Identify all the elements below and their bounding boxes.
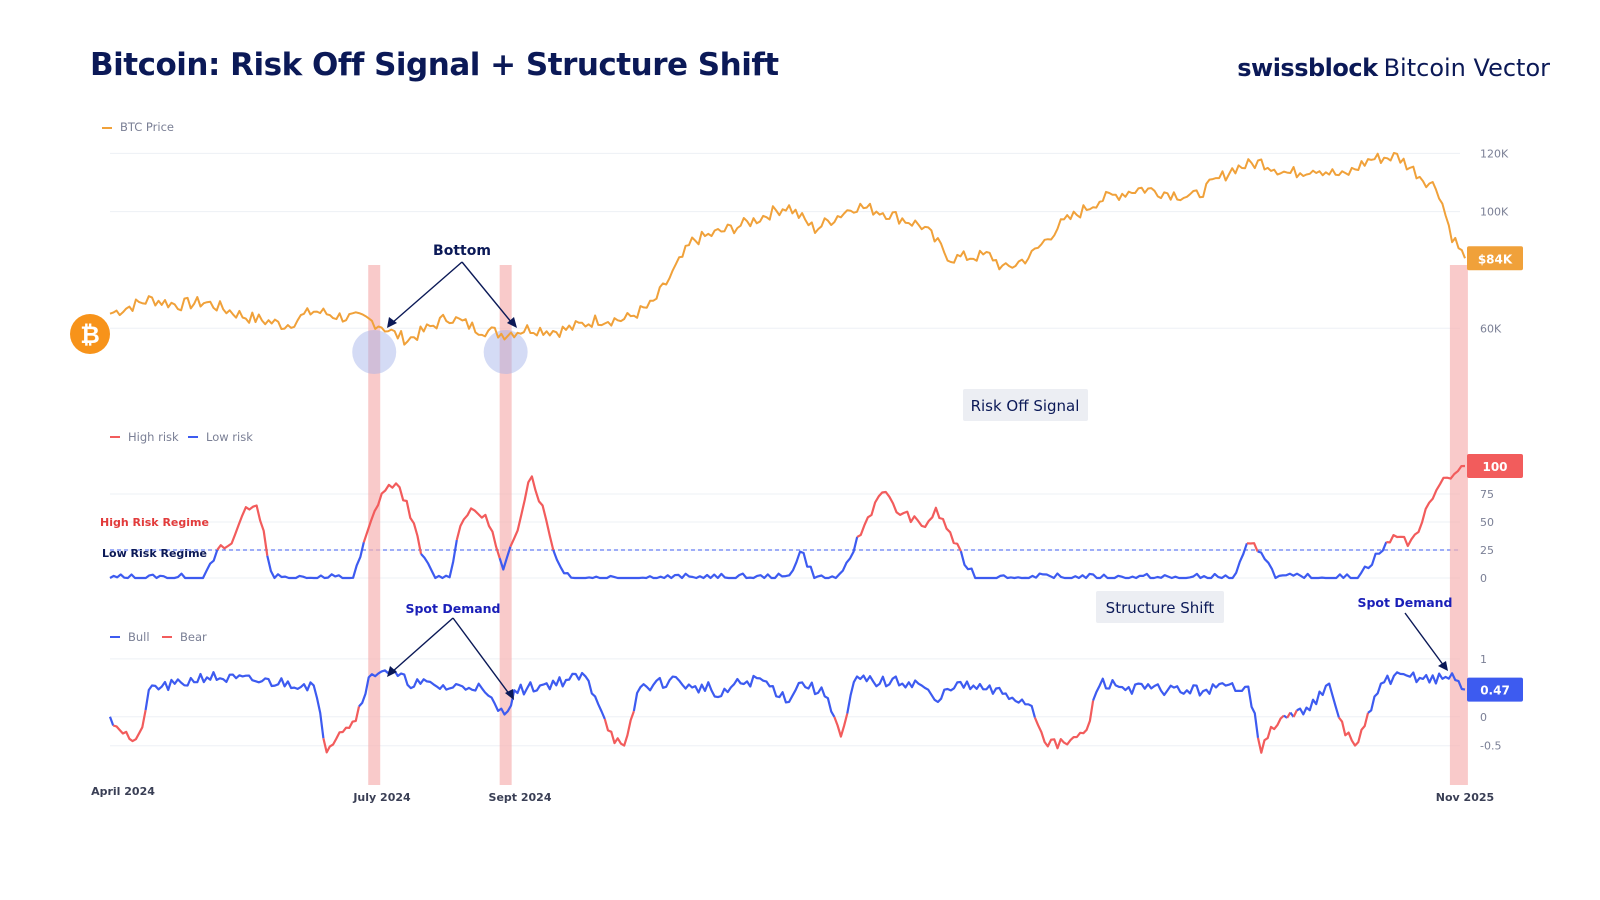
- x-label-july-2024: July 2024: [352, 791, 411, 804]
- bull-bear-series-segment: [632, 674, 836, 718]
- spot-demand-annotation-2: Spot Demand: [1357, 595, 1452, 610]
- highlight-band: [368, 265, 381, 785]
- high-risk-regime-label: High Risk Regime: [100, 516, 209, 529]
- bull-bear-series-segment: [833, 713, 849, 738]
- risk-series-segment: [552, 536, 859, 580]
- risk-off-signal-box: [963, 389, 1088, 421]
- spot-demand-arrow-right: [452, 617, 511, 696]
- legend-high-risk[interactable]: High risk: [128, 430, 179, 444]
- price-last-value: $84K: [1478, 252, 1513, 266]
- risk-series-segment: [362, 482, 423, 555]
- highlight-band: [499, 265, 512, 785]
- bull-bear-series-segment: [112, 709, 147, 743]
- bottom-annotation: Bottom: [433, 243, 491, 259]
- bottom-highlight-circle: [352, 330, 397, 374]
- bull-bear-series-segment: [1338, 712, 1370, 747]
- x-label-april-2024: April 2024: [91, 785, 155, 798]
- risk-series-segment: [856, 490, 962, 552]
- low-risk-regime-label: Low Risk Regime: [102, 547, 207, 560]
- spot-demand-arrow-2: [1404, 612, 1445, 667]
- btc-price-line: [109, 152, 1466, 346]
- y-tick-label: 1: [1480, 653, 1487, 666]
- y-tick-label: 100K: [1480, 206, 1509, 219]
- y-tick-label: 0: [1480, 572, 1487, 585]
- legend-bull[interactable]: Bull: [128, 630, 150, 644]
- bitcoin-icon: [70, 314, 110, 354]
- risk-series-segment: [266, 542, 365, 580]
- risk-off-signal-label: Risk Off Signal: [971, 397, 1080, 415]
- risk-series-segment: [509, 475, 555, 551]
- risk-series-segment: [216, 504, 269, 556]
- bull-bear-last-value: 0.47: [1480, 684, 1510, 698]
- brand-product: Bitcoin Vector: [1383, 54, 1550, 82]
- bottom-arrow-right: [461, 261, 513, 324]
- bull-bear-series-segment: [322, 706, 361, 754]
- bottom-highlight-circle: [483, 330, 528, 374]
- spot-demand-arrowhead-left: [387, 666, 397, 677]
- bottom-arrowhead-right: [507, 317, 517, 328]
- bull-bear-series-segment: [1256, 714, 1285, 754]
- bull-bear-series-segment: [1092, 677, 1260, 739]
- risk-series-segment: [420, 539, 458, 580]
- x-label-nov-2025: Nov 2025: [1436, 791, 1494, 804]
- legend-bear[interactable]: Bear: [180, 630, 207, 644]
- y-tick-label: 0: [1480, 711, 1487, 724]
- structure-shift-label: Structure Shift: [1106, 599, 1215, 617]
- bitcoin-symbol-icon: ₿: [80, 321, 100, 349]
- highlight-band-layer: [352, 265, 1468, 785]
- bull-bear-series-segment: [144, 671, 325, 739]
- bull-bear-series-segment: [1367, 671, 1466, 714]
- risk-last-value-box: [1467, 454, 1523, 478]
- bull-bear-series-segment: [1033, 700, 1095, 750]
- legend-low-risk[interactable]: Low risk: [206, 430, 253, 444]
- grid-layer: 60K 100K 120K 0 25 50 75 -0.5 0 1: [110, 147, 1509, 753]
- bottom-arrowhead-left: [387, 317, 397, 328]
- risk-series-segment: [498, 546, 512, 571]
- spot-demand-arrowhead-2: [1438, 661, 1448, 671]
- y-tick-label: 60K: [1480, 322, 1502, 335]
- bull-bear-series-segment: [1296, 682, 1340, 718]
- y-tick-label: 50: [1480, 516, 1494, 529]
- bottom-arrow-left: [391, 261, 463, 324]
- y-tick-label: 120K: [1480, 147, 1509, 160]
- risk-series-segment: [109, 549, 219, 580]
- risk-series-segment: [1386, 464, 1466, 548]
- risk-series-segment: [1257, 541, 1388, 580]
- bull-bear-series-segment: [846, 674, 1036, 718]
- brand-logo: swissblock Bitcoin Vector: [1237, 54, 1550, 82]
- risk-series-segment: [455, 507, 501, 559]
- structure-shift-box: [1096, 591, 1224, 623]
- brand-name: swissblock: [1237, 54, 1378, 82]
- page-title: Bitcoin: Risk Off Signal + Structure Shi…: [90, 47, 779, 83]
- price-last-value-box: [1467, 246, 1523, 271]
- highlight-band: [1449, 265, 1468, 785]
- bull-bear-series-segment: [358, 668, 606, 720]
- bull-bear-last-value-box: [1467, 677, 1523, 702]
- spot-demand-arrowhead-right: [505, 689, 514, 700]
- bull-bear-series-segment: [108, 716, 115, 726]
- bull-bear-series-segment: [603, 710, 635, 747]
- risk-series-segment: [959, 542, 1248, 580]
- legend-btc-price[interactable]: BTC Price: [120, 120, 174, 134]
- spot-demand-annotation-1: Spot Demand: [405, 601, 500, 616]
- y-tick-label: 25: [1480, 544, 1494, 557]
- spot-demand-arrow-left: [391, 617, 454, 673]
- y-tick-label: 75: [1480, 488, 1494, 501]
- risk-last-value: 100: [1482, 460, 1507, 474]
- x-label-sept-2024: Sept 2024: [489, 791, 552, 804]
- bull-bear-series-segment: [1292, 709, 1298, 718]
- risk-series-segment: [1246, 542, 1259, 552]
- y-tick-label: -0.5: [1480, 740, 1501, 753]
